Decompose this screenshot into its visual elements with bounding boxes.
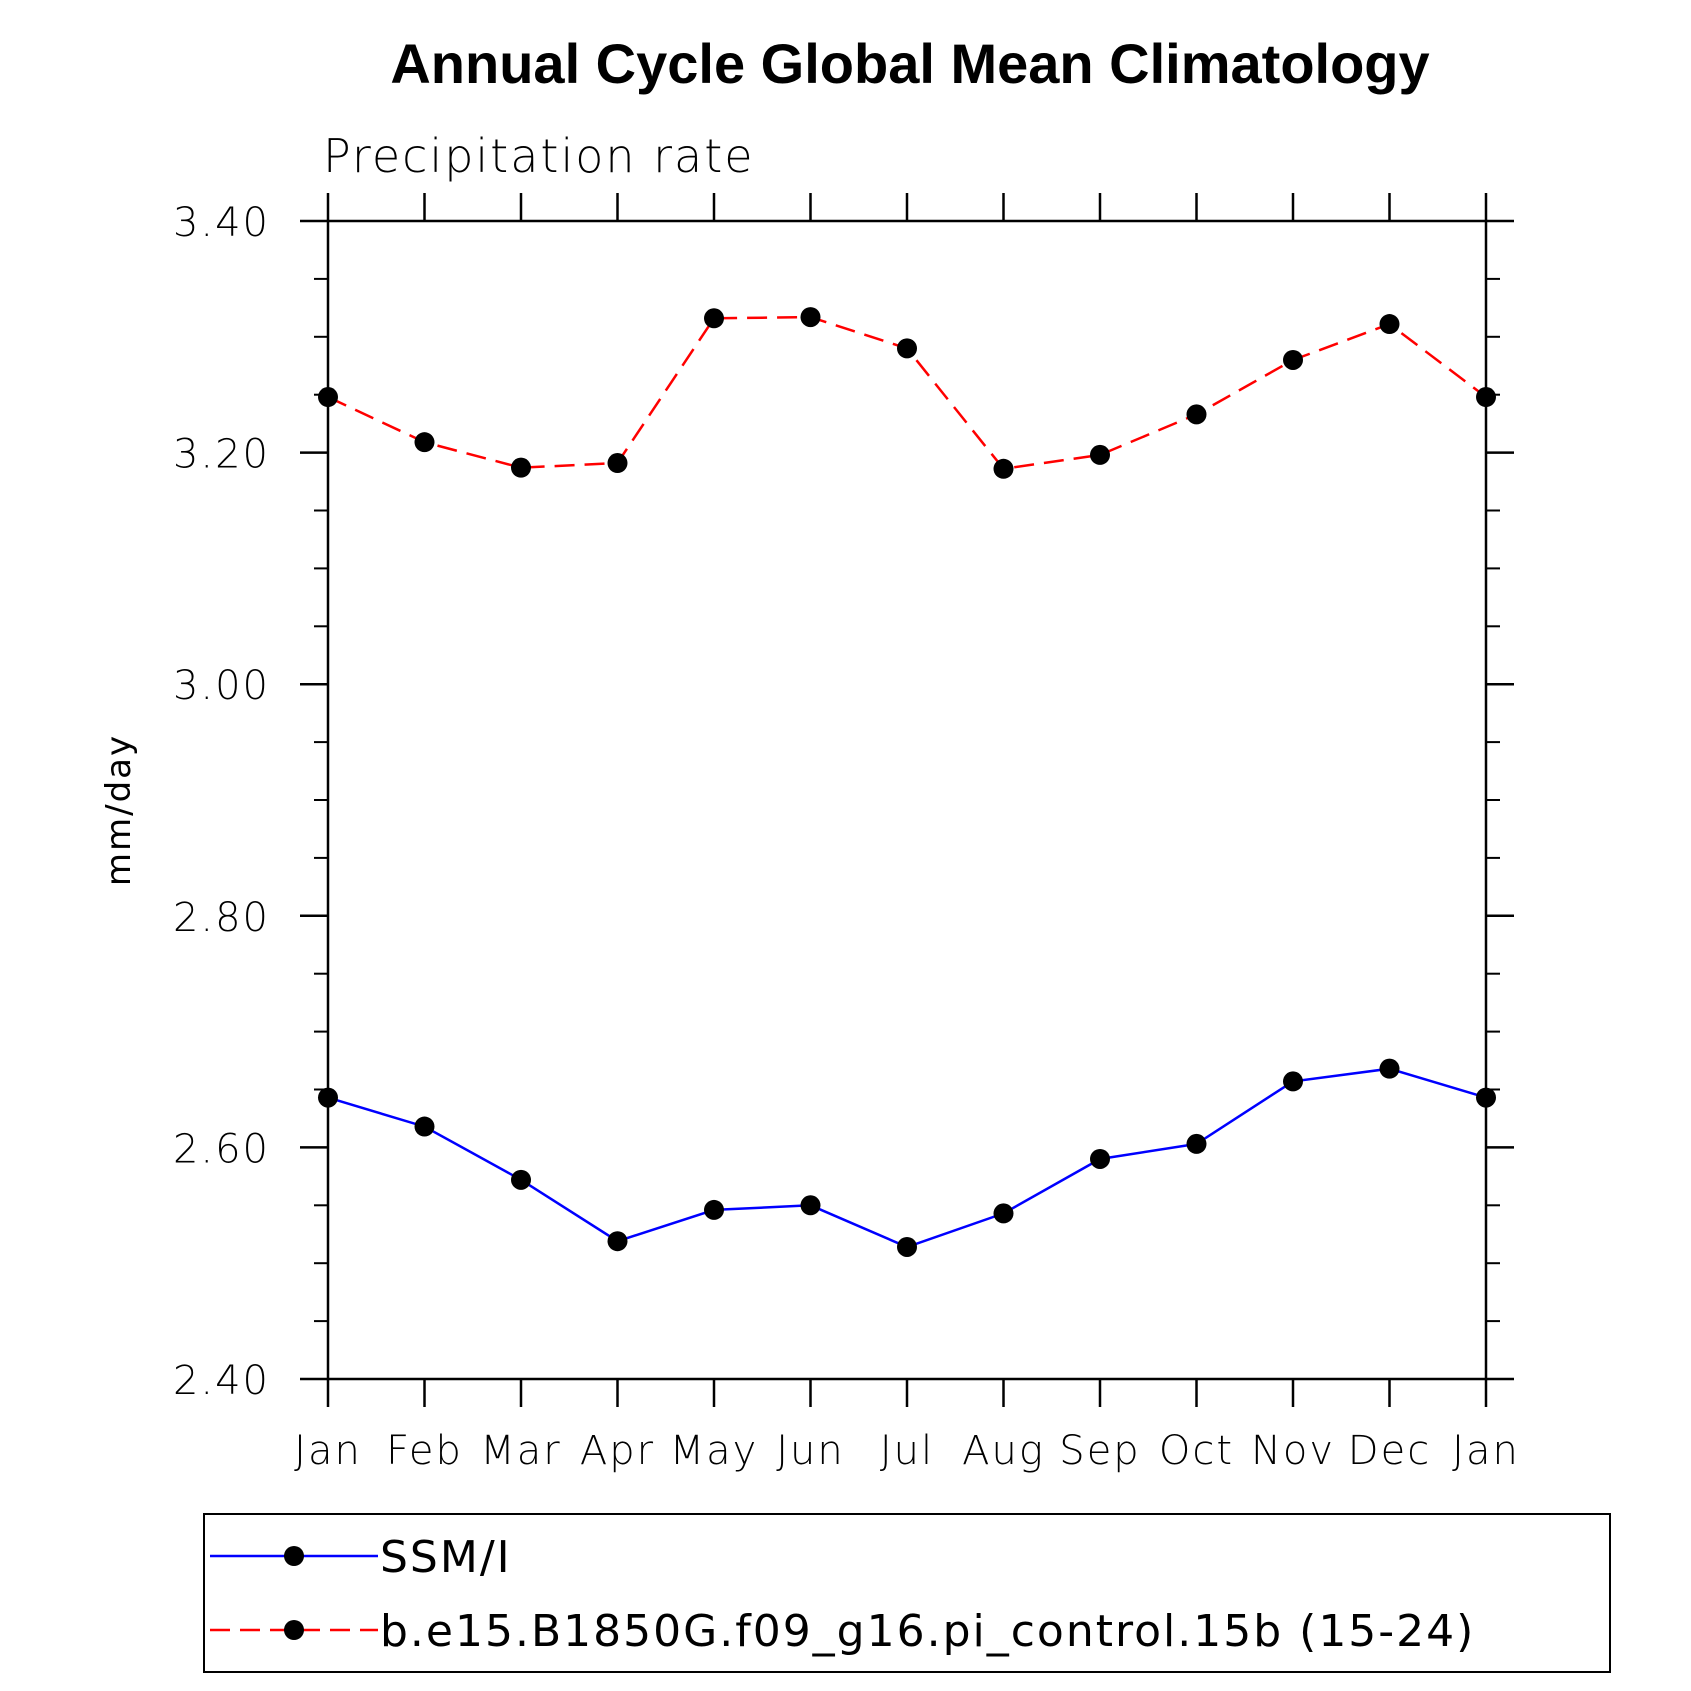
series-1-point <box>1090 444 1110 465</box>
series-0-point <box>897 1236 917 1257</box>
series-1-point <box>993 458 1014 479</box>
series-1-point <box>607 453 628 474</box>
x-tick-label: Nov <box>1251 1428 1335 1474</box>
series-1-point <box>800 307 821 328</box>
series-0-point <box>511 1169 531 1190</box>
series-1-point <box>318 387 338 408</box>
legend-box <box>203 1513 1611 1673</box>
series-0-point <box>318 1087 338 1108</box>
series-0-point <box>704 1199 724 1220</box>
y-tick-label: 2.60 <box>173 1126 270 1172</box>
y-tick-label: 2.80 <box>173 895 270 941</box>
major-ticks <box>300 193 1514 1407</box>
legend: SSM/I b.e15.B1850G.f09_g16.pi_control.15… <box>203 1513 1611 1673</box>
x-tick-labels: Jan Feb Mar Apr May Jun Jul Aug Sep Oct Nov Dec Jan <box>294 1428 1520 1474</box>
x-tick-label: Mar <box>480 1428 561 1474</box>
y-tick-label: 3.20 <box>173 432 270 478</box>
legend-label-ssmi: SSM/I <box>380 1532 512 1583</box>
x-tick-label: Sep <box>1059 1428 1140 1474</box>
y-tick-label: 2.40 <box>173 1358 270 1404</box>
y-tick-label: 3.40 <box>173 200 270 246</box>
series-0-point <box>1379 1058 1400 1079</box>
chart-subtitle: Precipitation rate <box>323 129 755 183</box>
series-layer <box>318 307 1496 1257</box>
series-1-point <box>511 457 531 478</box>
legend-label-model: b.e15.B1850G.f09_g16.pi_control.15b (15-… <box>380 1606 1475 1657</box>
x-tick-label: Dec <box>1348 1428 1431 1474</box>
series-0-point <box>1476 1087 1496 1108</box>
x-tick-label: Jan <box>294 1428 362 1474</box>
series-1-point <box>1379 314 1400 335</box>
series-1-point <box>1476 387 1496 408</box>
x-tick-label: Jul <box>880 1428 934 1474</box>
chart-title: Annual Cycle Global Mean Climatology <box>390 32 1429 95</box>
series-1-point <box>704 308 724 329</box>
series-1-point <box>1186 404 1207 425</box>
series-0-point <box>993 1203 1014 1224</box>
x-tick-label: Jan <box>1452 1428 1520 1474</box>
y-axis-label: mm/day <box>99 734 139 886</box>
series-0-point <box>800 1195 821 1216</box>
y-tick-labels: 2.40 2.60 2.80 3.00 3.20 3.40 <box>173 200 270 1404</box>
x-tick-label: Jun <box>776 1428 845 1474</box>
x-tick-label: Feb <box>386 1428 463 1474</box>
series-1-point <box>897 338 917 359</box>
x-tick-label: Apr <box>580 1428 655 1474</box>
series-0-point <box>1186 1133 1207 1154</box>
x-tick-label: Oct <box>1159 1428 1234 1474</box>
x-tick-label: Aug <box>962 1428 1045 1474</box>
series-0-point <box>607 1231 628 1252</box>
series-0-point <box>1283 1071 1303 1092</box>
series-1-point <box>414 432 435 453</box>
legend-marker-model <box>284 1620 304 1640</box>
y-tick-label: 3.00 <box>173 663 270 709</box>
series-line-0 <box>327 1067 1487 1249</box>
series-0-point <box>1090 1148 1110 1169</box>
series-1-point <box>1283 349 1303 370</box>
legend-marker-ssmi <box>284 1546 304 1566</box>
plot-frame <box>326 219 1488 1381</box>
x-tick-label: May <box>670 1428 759 1474</box>
series-0-point <box>414 1116 435 1137</box>
